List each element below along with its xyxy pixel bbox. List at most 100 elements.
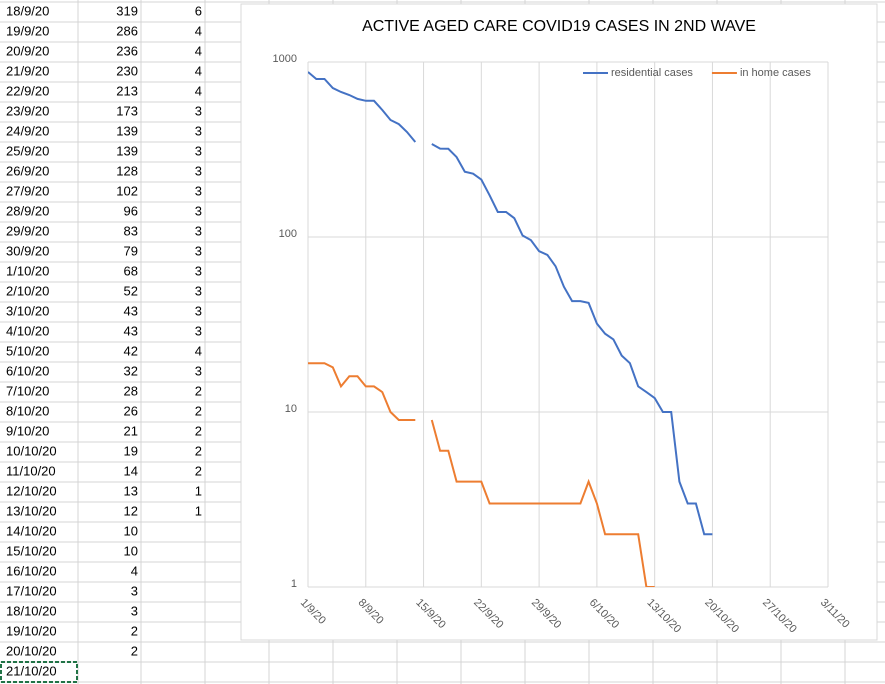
- cell-text[interactable]: 23/9/20: [6, 103, 49, 118]
- cell-text[interactable]: 128: [116, 163, 138, 178]
- cell-text[interactable]: 19/10/20: [6, 623, 57, 638]
- cell-text[interactable]: 3: [195, 163, 202, 178]
- cell-text[interactable]: 139: [116, 143, 138, 158]
- cell-text[interactable]: 3: [195, 143, 202, 158]
- cell-text[interactable]: 28/9/20: [6, 203, 49, 218]
- cell-text[interactable]: 6: [195, 3, 202, 18]
- cell-text[interactable]: 7/10/20: [6, 383, 49, 398]
- cell-text[interactable]: 4: [195, 23, 202, 38]
- cell-text[interactable]: 21/9/20: [6, 63, 49, 78]
- cell-text[interactable]: 3: [131, 603, 138, 618]
- cell-text[interactable]: 1/10/20: [6, 263, 49, 278]
- cell-text[interactable]: 139: [116, 123, 138, 138]
- cell-text[interactable]: 230: [116, 63, 138, 78]
- cell-text[interactable]: 3: [195, 183, 202, 198]
- cell-text[interactable]: 3: [131, 583, 138, 598]
- cell-text[interactable]: 2: [195, 383, 202, 398]
- cell-text[interactable]: 18/9/20: [6, 3, 49, 18]
- cell-text[interactable]: 10: [124, 543, 138, 558]
- cell-text[interactable]: 17/10/20: [6, 583, 57, 598]
- cell-text[interactable]: 9/10/20: [6, 423, 49, 438]
- cell-text[interactable]: 2: [131, 623, 138, 638]
- cell-text[interactable]: 52: [124, 283, 138, 298]
- cell-text[interactable]: 19: [124, 443, 138, 458]
- cell-text[interactable]: 10/10/20: [6, 443, 57, 458]
- chart-title: ACTIVE AGED CARE COVID19 CASES IN 2ND WA…: [362, 18, 756, 35]
- data-line: [308, 71, 713, 536]
- cell-text[interactable]: 68: [124, 263, 138, 278]
- cell-text[interactable]: 12/10/20: [6, 483, 57, 498]
- cell-text[interactable]: 26: [124, 403, 138, 418]
- cell-text[interactable]: 29/9/20: [6, 223, 49, 238]
- cell-text[interactable]: 236: [116, 43, 138, 58]
- cell-text[interactable]: 22/9/20: [6, 83, 49, 98]
- cell-text[interactable]: 3: [195, 363, 202, 378]
- cell-text[interactable]: 3: [195, 263, 202, 278]
- cell-text[interactable]: 3: [195, 283, 202, 298]
- cell-text[interactable]: 14: [124, 463, 138, 478]
- cell-text[interactable]: 3: [195, 103, 202, 118]
- cell-text[interactable]: 3: [195, 323, 202, 338]
- cell-text[interactable]: 3/10/20: [6, 303, 49, 318]
- cell-text[interactable]: 3: [195, 243, 202, 258]
- cell-text[interactable]: 319: [116, 3, 138, 18]
- cell-text[interactable]: 2: [195, 443, 202, 458]
- cell-text[interactable]: 286: [116, 23, 138, 38]
- cell-text[interactable]: 83: [124, 223, 138, 238]
- cell-text[interactable]: 27/9/20: [6, 183, 49, 198]
- cell-text[interactable]: 26/9/20: [6, 163, 49, 178]
- cell-text[interactable]: 19/9/20: [6, 23, 49, 38]
- cell-text[interactable]: 15/10/20: [6, 543, 57, 558]
- cell-text[interactable]: 4: [195, 43, 202, 58]
- cell-text[interactable]: 1: [195, 503, 202, 518]
- cell-text[interactable]: 1: [195, 483, 202, 498]
- cell-text[interactable]: 6/10/20: [6, 363, 49, 378]
- cell-text[interactable]: 5/10/20: [6, 343, 49, 358]
- cell-text[interactable]: 4: [195, 63, 202, 78]
- cell-text[interactable]: 3: [195, 203, 202, 218]
- cell-text[interactable]: 2/10/20: [6, 283, 49, 298]
- cell-text[interactable]: 2: [195, 463, 202, 478]
- cell-text[interactable]: 20/9/20: [6, 43, 49, 58]
- legend-label: in home cases: [740, 67, 811, 79]
- cell-text[interactable]: 11/10/20: [6, 463, 56, 478]
- cell-text[interactable]: 30/9/20: [6, 243, 49, 258]
- cell-text[interactable]: 28: [124, 383, 138, 398]
- cell-text[interactable]: 79: [124, 243, 138, 258]
- cell-text[interactable]: 13/10/20: [6, 503, 57, 518]
- cell-text[interactable]: 96: [124, 203, 138, 218]
- cell-text[interactable]: 4/10/20: [6, 323, 49, 338]
- selected-cell: [0, 661, 78, 683]
- cell-text[interactable]: 25/9/20: [6, 143, 49, 158]
- cell-text[interactable]: 173: [116, 103, 138, 118]
- cell-text[interactable]: 13: [124, 483, 138, 498]
- y-tick-label: 100: [279, 228, 297, 240]
- cell-text[interactable]: 18/10/20: [6, 603, 57, 618]
- cell-text[interactable]: 42: [124, 343, 138, 358]
- cell-text[interactable]: 2: [195, 423, 202, 438]
- cell-text[interactable]: 12: [124, 503, 138, 518]
- cell-text[interactable]: 32: [124, 363, 138, 378]
- cell-text[interactable]: 2: [195, 403, 202, 418]
- y-tick-label: 1000: [273, 53, 297, 65]
- cell-text[interactable]: 14/10/20: [6, 523, 57, 538]
- cell-text[interactable]: 102: [116, 183, 138, 198]
- cell-text[interactable]: 21/10/20: [6, 663, 57, 678]
- cell-text[interactable]: 8/10/20: [6, 403, 49, 418]
- cell-text[interactable]: 3: [195, 223, 202, 238]
- cell-text[interactable]: 10: [124, 523, 138, 538]
- cell-text[interactable]: 24/9/20: [6, 123, 49, 138]
- cell-text[interactable]: 4: [131, 563, 138, 578]
- cell-text[interactable]: 2: [131, 643, 138, 658]
- cell-text[interactable]: 4: [195, 343, 202, 358]
- cell-text[interactable]: 213: [116, 83, 138, 98]
- cell-text[interactable]: 3: [195, 123, 202, 138]
- cell-text[interactable]: 3: [195, 303, 202, 318]
- cell-text[interactable]: 4: [195, 83, 202, 98]
- cell-text[interactable]: 43: [124, 303, 138, 318]
- cell-text[interactable]: 20/10/20: [6, 643, 57, 658]
- cell-text[interactable]: 21: [124, 423, 138, 438]
- cell-text[interactable]: 43: [124, 323, 138, 338]
- cell-text[interactable]: 16/10/20: [6, 563, 57, 578]
